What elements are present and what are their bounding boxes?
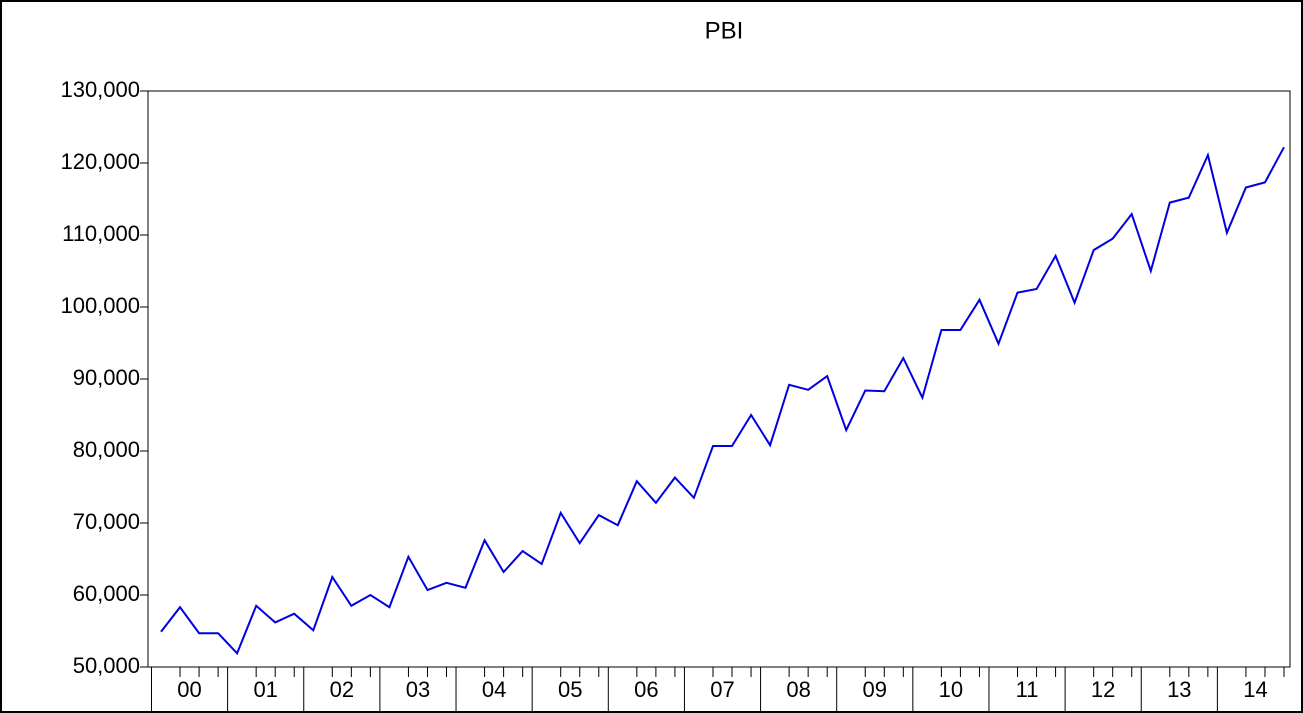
x-tick-label: 09 (863, 677, 887, 702)
x-tick-label: 12 (1091, 677, 1115, 702)
x-tick-label: 05 (558, 677, 582, 702)
y-tick-label: 50,000 (73, 653, 140, 678)
y-tick-label: 120,000 (60, 149, 140, 174)
line (160, 146, 1285, 656)
x-tick-label: 04 (482, 677, 506, 702)
x-tick-label: 06 (634, 677, 658, 702)
x-tick-label: 00 (177, 677, 201, 702)
x-tick-label: 14 (1243, 677, 1267, 702)
x-tick-label: 07 (710, 677, 734, 702)
y-tick-label: 100,000 (60, 293, 140, 318)
y-tick-label: 90,000 (73, 365, 140, 390)
chart-title: PBI (705, 17, 744, 44)
y-tick-label: 70,000 (73, 509, 140, 534)
y-tick-label: 60,000 (73, 581, 140, 606)
x-tick-label: 03 (406, 677, 430, 702)
x-tick-label: 13 (1167, 677, 1191, 702)
x-tick-label: 11 (1016, 677, 1039, 702)
y-tick-label: 110,000 (62, 221, 140, 246)
y-tick-label: 80,000 (73, 437, 140, 462)
x-tick-label: 02 (330, 677, 354, 702)
x-tick-label: 08 (786, 677, 810, 702)
x-tick-label: 10 (939, 677, 963, 702)
y-tick-label: 130,000 (60, 77, 140, 102)
x-tick-label: 01 (253, 677, 277, 702)
